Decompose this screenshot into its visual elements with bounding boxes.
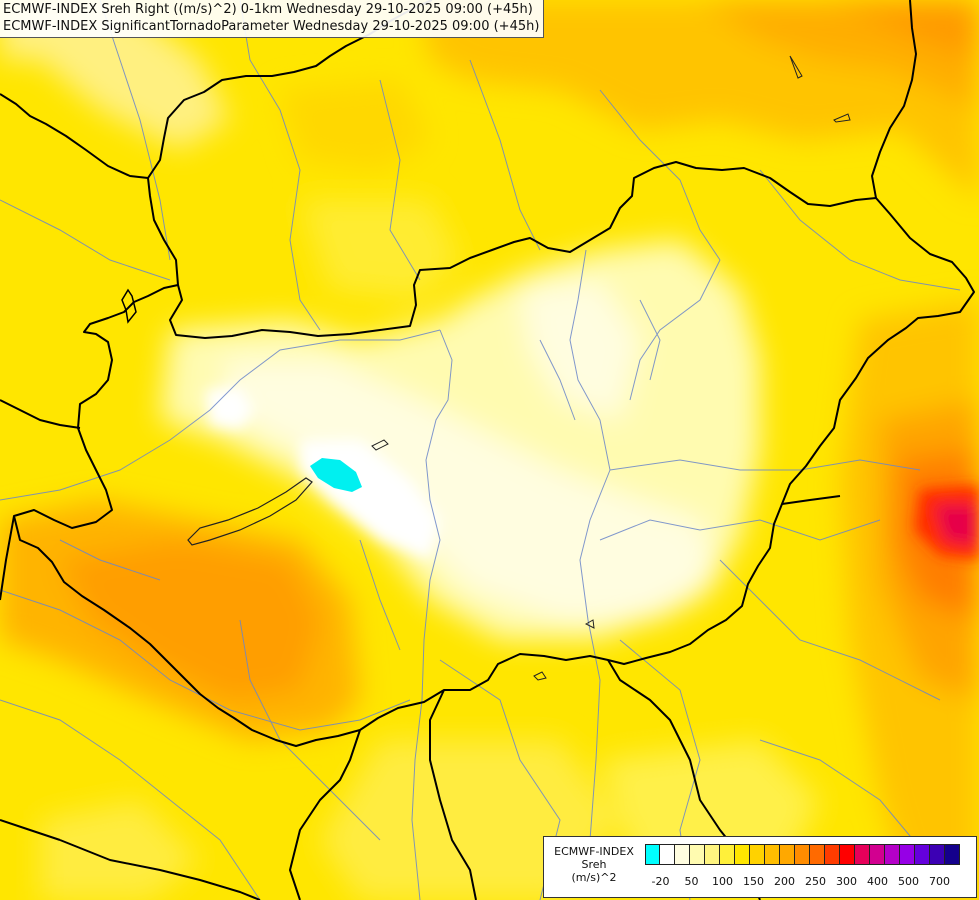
- legend-swatch: [735, 844, 750, 865]
- legend-swatch: [675, 844, 690, 865]
- legend-tick-label: 300: [836, 875, 857, 888]
- legend-swatches: [645, 844, 960, 865]
- legend-line-3: (m/s)^2: [571, 871, 617, 884]
- legend-line-1: ECMWF-INDEX: [554, 845, 634, 858]
- legend-tick-label: 50: [684, 875, 699, 888]
- title-sreh: ECMWF-INDEX Sreh Right ((m/s)^2) 0-1km W…: [3, 2, 533, 17]
- legend-swatch: [720, 844, 735, 865]
- legend-tick-label: 100: [712, 875, 733, 888]
- legend-swatch: [900, 844, 915, 865]
- legend-tick-label: 250: [805, 875, 826, 888]
- legend-swatch: [825, 844, 840, 865]
- legend-swatch: [870, 844, 885, 865]
- legend-tick-label: 400: [867, 875, 888, 888]
- legend-swatch: [645, 844, 660, 865]
- legend-swatch: [660, 844, 675, 865]
- legend-swatch: [765, 844, 780, 865]
- legend-swatch: [855, 844, 870, 865]
- legend-tick-label: 500: [898, 875, 919, 888]
- lake-small-4: [789, 55, 803, 79]
- legend-tick-label: 200: [774, 875, 795, 888]
- legend-swatch: [930, 844, 945, 865]
- legend-swatch: [885, 844, 900, 865]
- border-bend: [121, 288, 137, 324]
- legend-line-2: Sreh: [581, 858, 607, 871]
- legend-swatch: [915, 844, 930, 865]
- negative-sreh-patch: [310, 458, 362, 492]
- lake-balaton: [187, 477, 313, 546]
- map-title-box: ECMWF-INDEX Sreh Right ((m/s)^2) 0-1km W…: [0, 0, 545, 38]
- legend-swatch: [795, 844, 810, 865]
- legend-title: ECMWF-INDEX Sreh (m/s)^2: [548, 845, 640, 884]
- title-stp: ECMWF-INDEX SignificantTornadoParameter …: [3, 19, 540, 34]
- lake-small-5: [533, 671, 547, 681]
- legend-swatch: [780, 844, 795, 865]
- lake-small-2: [584, 619, 595, 629]
- legend-swatch: [750, 844, 765, 865]
- legend-ticks: -20 50 100 150 200 250 300 400 500 700: [645, 875, 975, 889]
- legend-swatch: [690, 844, 705, 865]
- lake-small: [371, 439, 389, 451]
- lake-small-3: [833, 113, 851, 123]
- legend-swatch: [945, 844, 960, 865]
- legend-swatch: [705, 844, 720, 865]
- legend-tick-label: 150: [743, 875, 764, 888]
- legend-tick-label: 700: [929, 875, 950, 888]
- color-legend: ECMWF-INDEX Sreh (m/s)^2 -20 50 100 150 200 2…: [543, 836, 977, 898]
- legend-tick-label: -20: [651, 875, 670, 888]
- legend-swatch: [840, 844, 855, 865]
- legend-swatch: [810, 844, 825, 865]
